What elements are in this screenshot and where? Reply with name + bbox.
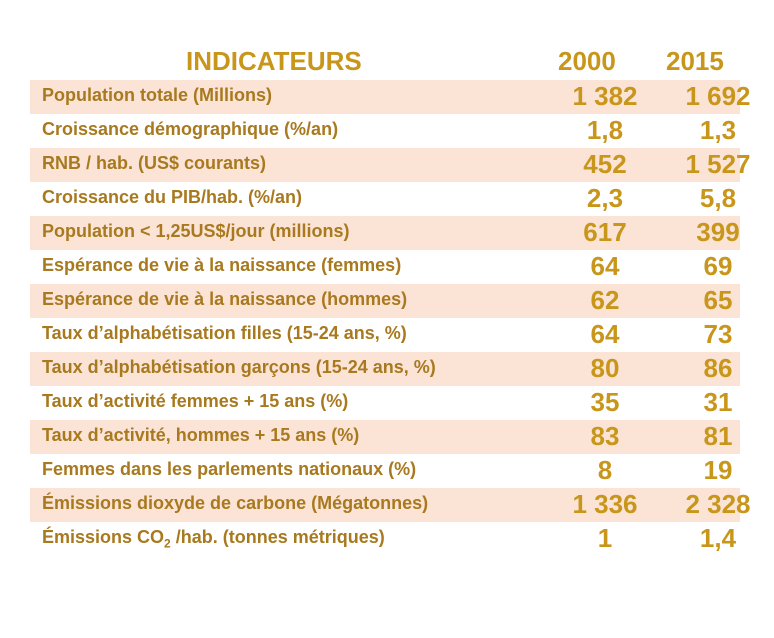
table-header: INDICATEURS 2000 2015 [0, 46, 774, 78]
value-2000: 64 [590, 251, 620, 281]
row-label: Espérance de vie à la naissance (hommes) [42, 289, 408, 309]
header-year-2015: 2015 [666, 46, 724, 76]
row-label: Émissions CO2 /hab. (tonnes métriques) [42, 527, 385, 551]
value-2015: 2 328 [685, 489, 751, 519]
row-label: Taux d’alphabétisation filles (15-24 ans… [42, 323, 407, 343]
row-label-pre: Émissions CO [42, 527, 165, 547]
header-year-2000: 2000 [558, 46, 616, 76]
row-label: Femmes dans les parlements nationaux (%) [42, 459, 417, 479]
table-row: Croissance du PIB/hab. (%/an) 2,3 5,8 [30, 182, 740, 216]
value-2015: 86 [703, 353, 733, 383]
value-2015: 1,4 [699, 523, 737, 553]
value-2000: 8 [597, 455, 613, 485]
value-2000: 617 [583, 217, 627, 247]
value-2015: 31 [703, 387, 733, 417]
row-label: Émissions dioxyde de carbone (Mégatonnes… [42, 493, 429, 513]
row-label: Taux d’activité femmes + 15 ans (%) [42, 391, 349, 411]
row-label: Taux d’activité, hommes + 15 ans (%) [42, 425, 360, 445]
row-label: Population < 1,25US$/jour (millions) [42, 221, 350, 241]
row-label: Croissance démographique (%/an) [42, 119, 339, 139]
value-2000: 83 [590, 421, 620, 451]
table-row: Femmes dans les parlements nationaux (%)… [30, 454, 740, 488]
row-label: Espérance de vie à la naissance (femmes) [42, 255, 402, 275]
value-2015: 69 [703, 251, 733, 281]
table-row: Taux d’activité femmes + 15 ans (%) 35 3… [30, 386, 740, 420]
value-2015: 1 692 [685, 81, 751, 111]
header-title: INDICATEURS [186, 46, 362, 76]
value-2000: 452 [583, 149, 627, 179]
row-label-post: /hab. (tonnes métriques) [170, 527, 385, 547]
value-2015: 1 527 [685, 149, 751, 179]
row-label-sub: 2 [164, 536, 171, 551]
table-row: Émissions CO2 /hab. (tonnes métriques) 1… [30, 522, 740, 556]
value-2015: 1,3 [699, 115, 737, 145]
table-row: Population < 1,25US$/jour (millions) 617… [30, 216, 740, 250]
table-row: Espérance de vie à la naissance (femmes)… [30, 250, 740, 284]
value-2000: 1,8 [586, 115, 624, 145]
row-label: RNB / hab. (US$ courants) [42, 153, 267, 173]
table-row: Taux d’alphabétisation garçons (15-24 an… [30, 352, 740, 386]
value-2000: 64 [590, 319, 620, 349]
value-2000: 1 382 [572, 81, 638, 111]
row-label: Croissance du PIB/hab. (%/an) [42, 187, 303, 207]
value-2000: 80 [590, 353, 620, 383]
table-row: Taux d’activité, hommes + 15 ans (%) 83 … [30, 420, 740, 454]
value-2015: 5,8 [699, 183, 737, 213]
table-row: RNB / hab. (US$ courants) 452 1 527 [30, 148, 751, 182]
value-2015: 81 [703, 421, 733, 451]
value-2000: 1 336 [572, 489, 638, 519]
value-2015: 19 [703, 455, 733, 485]
table-row: Taux d’alphabétisation filles (15-24 ans… [30, 318, 740, 352]
value-2000: 62 [590, 285, 620, 315]
value-2015: 65 [703, 285, 733, 315]
row-label: Population totale (Millions) [42, 85, 272, 105]
row-label: Taux d’alphabétisation garçons (15-24 an… [42, 357, 436, 377]
table-row: Espérance de vie à la naissance (hommes)… [30, 284, 740, 318]
value-2000: 35 [590, 387, 620, 417]
value-2015: 73 [703, 319, 733, 349]
table-body: Population totale (Millions) 1 382 1 692… [30, 80, 751, 556]
table-row: Croissance démographique (%/an) 1,8 1,3 [30, 114, 740, 148]
value-2015: 399 [696, 217, 740, 247]
table-row: Émissions dioxyde de carbone (Mégatonnes… [30, 488, 751, 522]
value-2000: 2,3 [586, 183, 624, 213]
table-row: Population totale (Millions) 1 382 1 692 [30, 80, 751, 114]
value-2000: 1 [597, 523, 613, 553]
